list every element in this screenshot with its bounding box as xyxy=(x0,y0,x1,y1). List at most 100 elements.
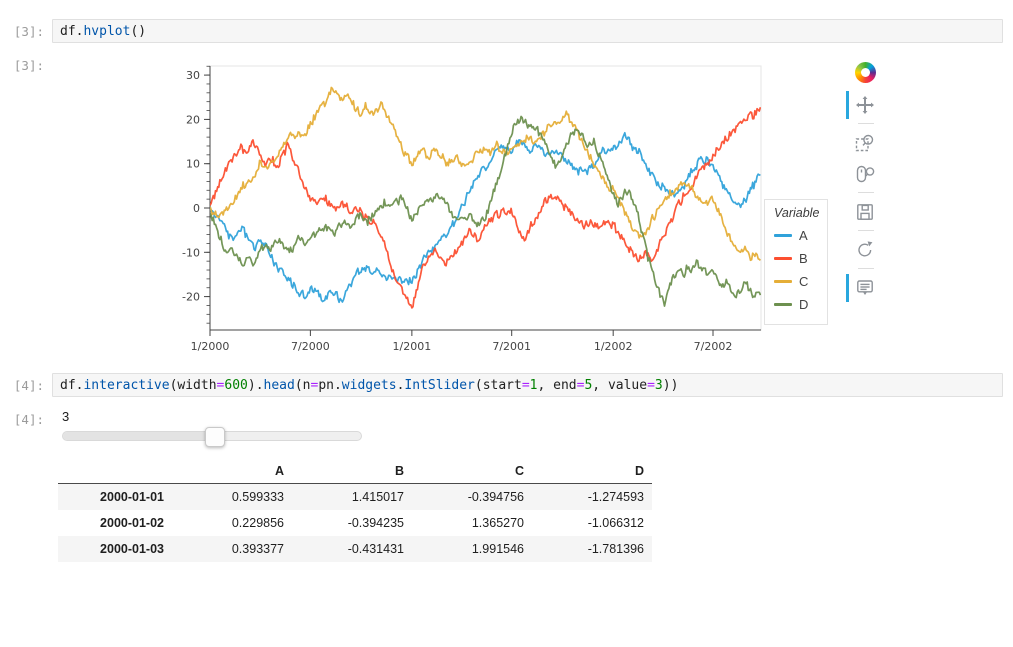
legend-swatch-A xyxy=(774,234,792,237)
code-4-text: df.interactive(width=600).head(n=pn.widg… xyxy=(53,378,678,393)
table-cell: -0.394235 xyxy=(347,516,404,530)
legend-swatch-C xyxy=(774,280,792,283)
code-token: end xyxy=(553,377,577,393)
code-token: . xyxy=(255,377,264,393)
pan-tool-button[interactable] xyxy=(846,91,876,119)
input-prompt-4: [4]: xyxy=(13,378,44,393)
legend-item-B: B xyxy=(774,247,827,270)
table-cell: -0.394756 xyxy=(467,490,524,504)
code-token: 1 xyxy=(529,377,538,393)
table-cell: -1.781396 xyxy=(587,542,644,556)
wheel-zoom-tool-button[interactable] xyxy=(846,161,876,187)
series-line-D xyxy=(210,115,761,307)
save-icon xyxy=(857,204,873,220)
code-token: . xyxy=(75,377,84,393)
table-row: 2000-01-02 0.229856 -0.394235 1.365270 -1.06… xyxy=(58,510,652,536)
code-token: head xyxy=(263,377,295,393)
y-tick-label: -10 xyxy=(182,246,200,259)
code-token: = xyxy=(216,377,225,393)
code-token: ) xyxy=(247,377,256,393)
toolbar-separator xyxy=(858,123,874,124)
row-index-cell: 2000-01-03 xyxy=(100,542,164,556)
output-prompt-3: [3]: xyxy=(13,58,44,73)
x-tick-label: 1/2001 xyxy=(393,340,432,353)
series-line-B xyxy=(210,106,761,309)
x-tick-label: 1/2000 xyxy=(191,340,230,353)
code-token: = xyxy=(576,377,585,393)
legend-title: Variable xyxy=(774,206,820,220)
y-tick-label: 0 xyxy=(193,202,200,215)
code-token: pn xyxy=(318,377,334,393)
code-token: df xyxy=(60,23,76,39)
reset-tool-button[interactable] xyxy=(846,237,876,263)
wheel-zoom-icon xyxy=(856,165,875,183)
code-token: ( xyxy=(169,377,178,393)
table-cell: -1.066312 xyxy=(587,516,644,530)
legend-item-C: C xyxy=(774,270,827,293)
legend-label: D xyxy=(799,297,809,312)
table-cell: 1.415017 xyxy=(351,490,404,504)
box-zoom-tool-button[interactable] xyxy=(846,130,876,156)
code-token: 600 xyxy=(224,377,248,393)
reset-icon xyxy=(858,241,873,257)
code-token: = xyxy=(310,377,319,393)
code-token: start xyxy=(482,377,522,393)
x-tick-label: 7/2002 xyxy=(694,340,733,353)
bokeh-logo-icon[interactable] xyxy=(855,62,876,83)
legend-swatch-B xyxy=(774,257,792,260)
code-token: . xyxy=(396,377,405,393)
legend-label: A xyxy=(799,228,808,243)
x-tick-label: 7/2000 xyxy=(291,340,330,353)
pan-icon xyxy=(856,96,874,114)
table-column-header xyxy=(58,461,172,484)
code-token: ( xyxy=(294,377,303,393)
plot-outline xyxy=(209,65,762,331)
code-token: interactive xyxy=(83,377,170,393)
table-cell: 0.229856 xyxy=(231,516,284,530)
table-column-header: D xyxy=(532,461,652,484)
table-cell: 0.393377 xyxy=(231,542,284,556)
y-tick-label: -20 xyxy=(182,291,200,304)
legend-item-A: A xyxy=(774,224,827,247)
toolbar-separator xyxy=(858,268,874,269)
y-tick-label: 10 xyxy=(186,158,200,171)
code-token: . xyxy=(75,23,84,39)
hover-tool-button[interactable] xyxy=(846,274,876,302)
table-row: 2000-01-03 0.393377 -0.431431 1.991546 -1.78… xyxy=(58,536,652,562)
code-token: )) xyxy=(662,377,679,393)
code-cell-3[interactable]: df.hvplot() xyxy=(52,19,1003,43)
active-tool-indicator xyxy=(846,91,849,119)
table-cell: 0.599333 xyxy=(231,490,284,504)
x-tick-label: 1/2002 xyxy=(594,340,633,353)
table-column-header: C xyxy=(412,461,532,484)
code-token: = xyxy=(647,377,655,393)
legend-label: C xyxy=(799,274,809,289)
table-cell: -0.431431 xyxy=(347,542,404,556)
code-token: = xyxy=(521,377,530,393)
code-token: widgets xyxy=(341,377,397,393)
toolbar-separator xyxy=(858,192,874,193)
input-prompt-3: [3]: xyxy=(13,24,44,39)
code-token: () xyxy=(130,23,147,39)
row-index-cell: 2000-01-02 xyxy=(100,516,164,530)
save-tool-button[interactable] xyxy=(846,199,876,225)
row-index-cell: 2000-01-01 xyxy=(100,490,164,504)
code-token: 3 xyxy=(654,377,663,393)
code-3-text: df.hvplot() xyxy=(53,24,146,39)
hover-icon xyxy=(857,280,873,295)
hvplot-line-chart[interactable]: 30 20 10 0 -10 -20 1/2000 7/2000 1/2001 7/2001 1/2… xyxy=(158,60,772,362)
slider-handle[interactable] xyxy=(205,427,225,447)
table-cell: 1.365270 xyxy=(471,516,524,530)
code-cell-4[interactable]: df.interactive(width=600).head(n=pn.widg… xyxy=(52,373,1003,397)
box-zoom-icon xyxy=(855,134,874,152)
bokeh-toolbar xyxy=(846,62,876,306)
output-prompt-4: [4]: xyxy=(13,412,44,427)
series-line-C xyxy=(210,86,761,262)
table-cell: 1.991546 xyxy=(471,542,524,556)
int-slider[interactable] xyxy=(62,427,362,447)
table-column-header: A xyxy=(172,461,292,484)
code-token: df xyxy=(60,377,76,393)
